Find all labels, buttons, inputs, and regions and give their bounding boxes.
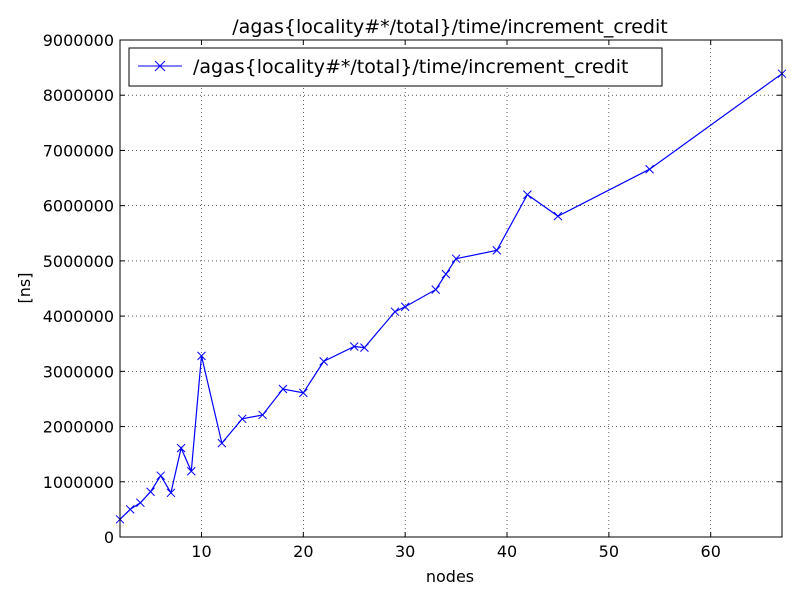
data-point-marker: [441, 269, 451, 279]
grid-lines: [120, 40, 782, 537]
data-point-marker: [237, 414, 247, 424]
legend-label: /agas{locality#*/total}/time/increment_c…: [193, 56, 628, 78]
y-tick-label: 8000000: [43, 86, 114, 105]
data-point-marker: [176, 443, 186, 453]
y-axis-label: [ns]: [15, 273, 34, 304]
x-tick-label: 60: [701, 542, 721, 561]
y-tick-label: 4000000: [43, 307, 114, 326]
data-point-marker: [451, 254, 461, 264]
data-point-marker: [186, 466, 196, 476]
y-tick-label: 9000000: [43, 31, 114, 50]
data-point-marker: [319, 357, 329, 366]
y-tick-label: 3000000: [43, 362, 114, 381]
series-group: [115, 69, 787, 524]
data-point-marker: [156, 471, 166, 481]
data-point-marker: [166, 488, 176, 498]
legend-box: [128, 47, 663, 87]
data-point-marker: [197, 351, 206, 361]
data-point-marker: [400, 302, 410, 312]
legend-marker: [154, 60, 166, 72]
data-point-marker: [217, 438, 227, 448]
data-point-marker: [278, 384, 288, 394]
data-point-marker: [523, 190, 532, 199]
legend: /agas{locality#*/total}/time/increment_c…: [128, 47, 663, 87]
data-point-marker: [298, 388, 308, 398]
x-tick-label: 50: [599, 542, 619, 561]
chart-title: /agas{locality#*/total}/time/increment_c…: [232, 16, 667, 38]
x-tick-label: 30: [395, 542, 415, 561]
data-point-marker: [258, 410, 267, 420]
y-tick-label: 0: [104, 528, 114, 547]
x-tick-label: 40: [497, 542, 517, 561]
data-point-marker: [349, 342, 359, 351]
data-point-marker: [136, 498, 145, 508]
y-tick-label: 5000000: [43, 252, 114, 271]
x-axis: 10 20 30 40 50 60: [191, 40, 721, 561]
data-point-marker: [146, 487, 155, 497]
y-axis: 0 1000000 2000000 3000000 4000000 5000000 6000…: [43, 31, 782, 547]
data-point-marker: [492, 246, 502, 255]
data-point-marker: [360, 343, 369, 352]
data-point-marker: [553, 211, 563, 221]
x-tick-label: 10: [191, 542, 211, 561]
y-tick-label: 7000000: [43, 141, 114, 160]
data-point-marker: [390, 307, 400, 317]
data-point-marker: [645, 164, 654, 174]
series-line: [119, 73, 783, 520]
data-point-marker: [125, 505, 135, 514]
x-tick-label: 20: [293, 542, 313, 561]
x-axis-label: nodes: [426, 567, 474, 586]
y-tick-label: 6000000: [43, 197, 114, 216]
y-tick-label: 2000000: [43, 418, 114, 437]
plot-area-frame: [119, 39, 783, 538]
data-point-marker: [431, 285, 441, 294]
y-tick-label: 1000000: [43, 473, 114, 492]
